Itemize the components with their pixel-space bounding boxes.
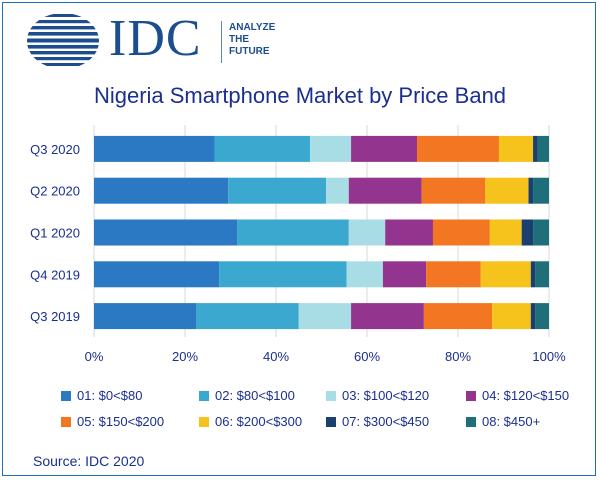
legend-label: 08: $450+ bbox=[482, 414, 541, 429]
y-category-label: Q1 2020 bbox=[30, 226, 80, 241]
idc-logo: IDC ANALYZE THE FUTURE bbox=[25, 10, 295, 71]
legend-swatch bbox=[61, 417, 71, 427]
bar-segment bbox=[385, 219, 433, 246]
x-tick-label: 0% bbox=[85, 349, 104, 364]
legend-item: 05: $150<$200 bbox=[61, 414, 164, 429]
bar-segment bbox=[348, 219, 386, 246]
bar-segment bbox=[94, 135, 215, 162]
bar-segment bbox=[298, 303, 352, 330]
bar-segment bbox=[535, 261, 549, 288]
bar-segment bbox=[94, 177, 229, 204]
legend-label: 02: $80<$100 bbox=[215, 388, 295, 403]
legend-swatch bbox=[199, 417, 209, 427]
x-tick-label: 100% bbox=[532, 349, 566, 364]
legend-item: 01: $0<$80 bbox=[61, 388, 142, 403]
bar-segment bbox=[498, 135, 534, 162]
bar-segment bbox=[528, 177, 534, 204]
x-tick-label: 80% bbox=[445, 349, 471, 364]
bar-segment bbox=[421, 177, 486, 204]
tagline-line: FUTURE bbox=[229, 46, 270, 57]
bar-segment bbox=[94, 303, 197, 330]
bar-segment bbox=[94, 261, 220, 288]
bar-segment bbox=[196, 303, 299, 330]
y-category-label: Q3 2020 bbox=[30, 142, 80, 157]
bar-segment bbox=[426, 261, 481, 288]
legend-swatch bbox=[466, 417, 476, 427]
legend-label: 06: $200<$300 bbox=[215, 414, 303, 429]
legend-label: 04: $120<$150 bbox=[482, 388, 570, 403]
bar-segment bbox=[533, 219, 549, 246]
legend-swatch bbox=[326, 417, 336, 427]
bar-segment bbox=[489, 219, 522, 246]
bar-segment bbox=[423, 303, 493, 330]
legend-item: 06: $200<$300 bbox=[199, 414, 302, 429]
bar-segment bbox=[521, 219, 534, 246]
bar-segment bbox=[237, 219, 349, 246]
bar-segment bbox=[94, 219, 238, 246]
x-tick-label: 60% bbox=[354, 349, 380, 364]
chart-frame: IDC ANALYZE THE FUTURE Nigeria Smartphon… bbox=[2, 2, 596, 476]
legend-swatch bbox=[199, 391, 209, 401]
y-category-label: Q2 2020 bbox=[30, 184, 80, 199]
bar-segment bbox=[537, 135, 549, 162]
tagline-line: ANALYZE bbox=[229, 22, 276, 33]
legend-swatch bbox=[466, 391, 476, 401]
legend-label: 03: $100<$120 bbox=[342, 388, 430, 403]
bar-segment bbox=[351, 303, 424, 330]
logo-divider bbox=[221, 21, 222, 63]
legend-item: 07: $300<$450 bbox=[326, 414, 429, 429]
logo-wordmark: IDC bbox=[109, 10, 202, 67]
bar-segment bbox=[485, 177, 529, 204]
y-category-label: Q4 2019 bbox=[30, 267, 80, 282]
tagline-line: THE bbox=[229, 34, 249, 45]
legend-swatch bbox=[61, 391, 71, 401]
legend-label: 01: $0<$80 bbox=[77, 388, 143, 403]
bar-segment bbox=[492, 303, 531, 330]
bar-segment bbox=[535, 303, 549, 330]
logo-tagline: ANALYZE THE FUTURE bbox=[229, 22, 275, 58]
bar-segment bbox=[530, 261, 536, 288]
bar-segment bbox=[480, 261, 531, 288]
bar-segment bbox=[382, 261, 427, 288]
bar-segment bbox=[228, 177, 327, 204]
globe-icon bbox=[27, 14, 99, 66]
bar-segment bbox=[417, 135, 499, 162]
bar-segment bbox=[530, 303, 536, 330]
bar-segment bbox=[432, 219, 490, 246]
bar-segment bbox=[351, 135, 418, 162]
bar-segment bbox=[533, 135, 538, 162]
legend-item: 04: $120<$150 bbox=[466, 388, 569, 403]
legend-label: 07: $300<$450 bbox=[342, 414, 430, 429]
source-note: Source: IDC 2020 bbox=[33, 453, 145, 469]
bar-segment bbox=[348, 177, 422, 204]
y-category-label: Q3 2019 bbox=[30, 309, 80, 324]
legend-item: 02: $80<$100 bbox=[199, 388, 295, 403]
legend-item: 03: $100<$120 bbox=[326, 388, 429, 403]
stacked-bar-chart: 0% 20% 40% 60% 80% 100% Q3 2020 Q2 2020 Q1 2020 Q… bbox=[30, 125, 566, 364]
bar-segment bbox=[310, 135, 352, 162]
legend-item: 08: $450+ bbox=[466, 414, 540, 429]
x-tick-label: 20% bbox=[172, 349, 198, 364]
legend-swatch bbox=[326, 391, 336, 401]
bar-segment bbox=[346, 261, 383, 288]
bar-segment bbox=[533, 177, 549, 204]
chart-title: Nigeria Smartphone Market by Price Band bbox=[93, 83, 507, 108]
bar-segment bbox=[219, 261, 347, 288]
legend-label: 05: $150<$200 bbox=[77, 414, 165, 429]
x-tick-label: 40% bbox=[263, 349, 289, 364]
bar-segment bbox=[326, 177, 349, 204]
bar-segment bbox=[214, 135, 311, 162]
